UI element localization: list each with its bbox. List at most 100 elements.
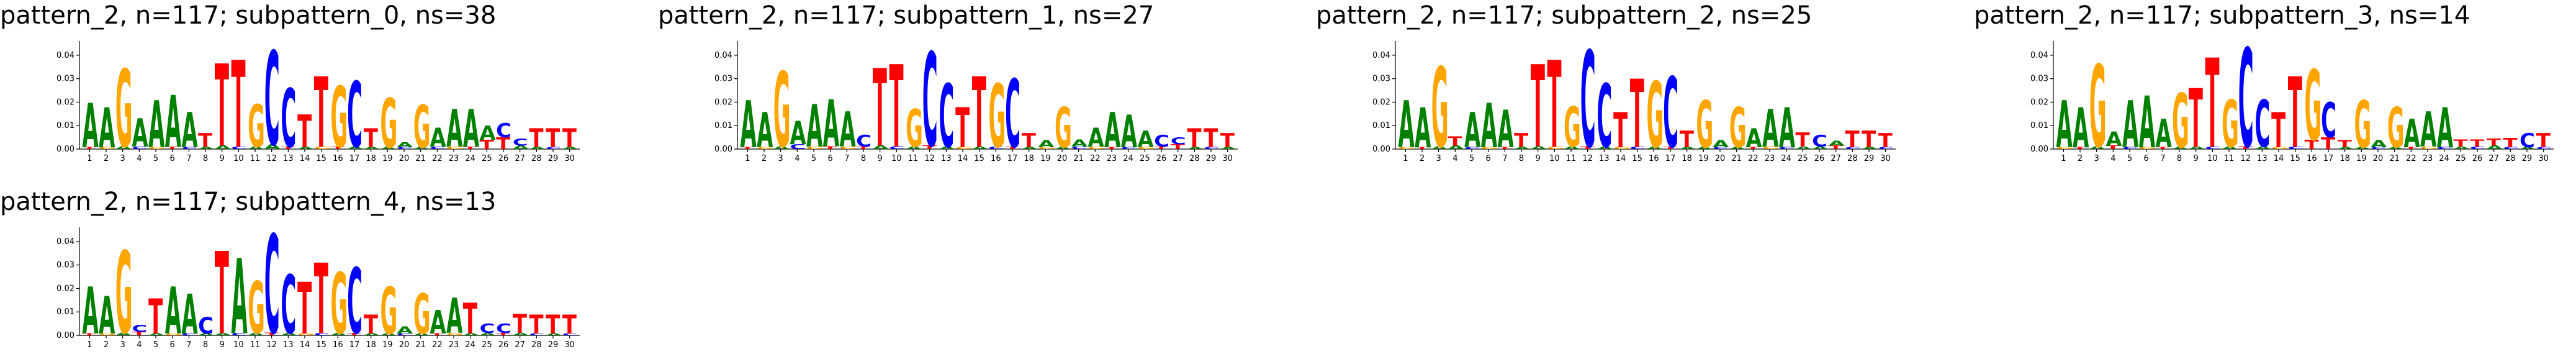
logo-letter-G: G bbox=[1647, 63, 1664, 168]
logo-letter-T: T bbox=[364, 310, 378, 340]
logo-letter-T: T bbox=[562, 124, 577, 153]
logo-panel-0: pattern_2, n=117; subpattern_0, ns=38 0.0… bbox=[0, 1, 580, 176]
x-tick-label: 17 bbox=[2323, 154, 2334, 163]
x-tick-label: 25 bbox=[1798, 154, 1808, 163]
logo-letter-G: G bbox=[1088, 146, 1106, 150]
logo-letter-G: G bbox=[2089, 42, 2107, 173]
x-tick-label: 3 bbox=[2094, 154, 2099, 163]
x-tick-label: 28 bbox=[2505, 154, 2516, 163]
x-tick-label: 9 bbox=[1536, 154, 1541, 163]
x-tick-label: 18 bbox=[2340, 154, 2350, 163]
logo-letter-C: C bbox=[1663, 58, 1678, 170]
logo-letter-G: G bbox=[99, 333, 116, 336]
logo-letter-T: T bbox=[2238, 145, 2253, 150]
logo-letter-C: C bbox=[1204, 147, 1219, 150]
logo-letter-G: G bbox=[2056, 147, 2074, 150]
logo-letter-A: A bbox=[381, 147, 397, 150]
x-tick-label: 11 bbox=[250, 340, 261, 350]
x-tick-label: 4 bbox=[1452, 154, 1457, 163]
x-tick-label: 26 bbox=[1814, 154, 1825, 163]
logo-letter-A: A bbox=[2156, 112, 2172, 157]
logo-letter-A: A bbox=[463, 333, 480, 336]
x-tick-label: 8 bbox=[203, 154, 208, 163]
logo-letter-T: T bbox=[1187, 124, 1202, 153]
x-tick-label: 3 bbox=[1436, 154, 1441, 163]
x-tick-label: 14 bbox=[300, 154, 310, 163]
x-tick-label: 11 bbox=[1566, 154, 1577, 163]
logo-letter-T: T bbox=[232, 37, 246, 175]
logo-letter-T: T bbox=[1415, 147, 1430, 150]
logo-letter-A: A bbox=[1812, 146, 1829, 150]
logo-letter-C: C bbox=[314, 332, 330, 336]
logo-letter-C: C bbox=[922, 27, 938, 176]
x-tick-label: 6 bbox=[2144, 154, 2149, 163]
x-tick-label: 2 bbox=[1420, 154, 1425, 163]
x-tick-label: 17 bbox=[349, 340, 360, 350]
logo-letter-T: T bbox=[1663, 146, 1678, 150]
panel-title: pattern_2, n=117; subpattern_0, ns=38 bbox=[0, 1, 496, 30]
logo-letter-A: A bbox=[331, 332, 348, 336]
logo-letter-T: T bbox=[1220, 129, 1235, 152]
x-tick-label: 29 bbox=[2522, 154, 2533, 163]
y-tick-label: 0.02 bbox=[56, 284, 74, 293]
logo-letter-T: T bbox=[1845, 127, 1860, 153]
x-tick-label: 28 bbox=[531, 154, 542, 163]
logo-letter-G: G bbox=[381, 85, 398, 164]
logo-letter-G: G bbox=[1696, 88, 1714, 163]
x-tick-label: 22 bbox=[2406, 154, 2416, 163]
logo-letter-G: G bbox=[955, 147, 973, 150]
logo-letter-A: A bbox=[1713, 138, 1729, 150]
logo-panel-2: pattern_2, n=117; subpattern_2, ns=25 0.0… bbox=[1316, 1, 1896, 178]
x-tick-label: 11 bbox=[2224, 154, 2235, 163]
logo-letter-T: T bbox=[132, 331, 146, 337]
logo-letter-T: T bbox=[1171, 143, 1185, 150]
logo-letter-C: C bbox=[1878, 147, 1894, 150]
logo-letter-A: A bbox=[430, 304, 446, 342]
logo-letter-T: T bbox=[2536, 129, 2551, 152]
x-tick-label: 21 bbox=[415, 340, 426, 350]
logo-letter-G: G bbox=[2222, 88, 2239, 163]
logo-letter-T: T bbox=[1104, 147, 1119, 150]
logo-letter-A: A bbox=[2354, 147, 2371, 150]
logo-letter-G: G bbox=[2420, 146, 2438, 150]
logo-letter-T: T bbox=[331, 146, 346, 150]
x-tick-label: 11 bbox=[250, 154, 261, 163]
logo-panel-3: pattern_2, n=117; subpattern_3, ns=14 0.0… bbox=[1974, 1, 2554, 178]
logo-letter-T: T bbox=[1531, 42, 1545, 173]
logo-letter-A: A bbox=[99, 286, 115, 346]
logo-letter-A: A bbox=[2487, 145, 2503, 150]
x-tick-label: 5 bbox=[153, 340, 158, 350]
logo-letter-G: G bbox=[1729, 96, 1747, 160]
logo-letter-C: C bbox=[264, 25, 280, 175]
logo-letter-C: C bbox=[132, 324, 148, 335]
x-tick-label: 16 bbox=[991, 154, 1001, 163]
logo-letter-A: A bbox=[1696, 147, 1713, 150]
panel-title: pattern_2, n=117; subpattern_1, ns=27 bbox=[658, 1, 1154, 30]
logo-letter-A: A bbox=[1779, 96, 1795, 160]
x-tick-label: 14 bbox=[2274, 154, 2284, 163]
logo-letter-G: G bbox=[757, 147, 774, 150]
logo-letter-A: A bbox=[480, 122, 496, 144]
logo-letter-A: A bbox=[1038, 138, 1055, 150]
logo-letter-C: C bbox=[232, 332, 247, 336]
x-tick-label: 20 bbox=[399, 154, 410, 163]
logo-letter-C: C bbox=[198, 313, 214, 339]
logo-letter-A: A bbox=[513, 332, 529, 336]
logo-letter-C: C bbox=[562, 333, 578, 336]
x-tick-label: 11 bbox=[908, 154, 919, 163]
x-tick-label: 9 bbox=[2194, 154, 2199, 163]
logo-letter-T: T bbox=[463, 146, 478, 150]
y-tick-label: 0.00 bbox=[56, 145, 74, 154]
logo-letter-A: A bbox=[381, 333, 397, 336]
logo-letter-A: A bbox=[165, 275, 181, 350]
y-tick-label: 0.04 bbox=[56, 51, 74, 60]
x-tick-label: 3 bbox=[120, 340, 125, 350]
x-tick-label: 27 bbox=[1831, 154, 1841, 163]
logo-letter-A: A bbox=[198, 147, 215, 150]
x-tick-label: 23 bbox=[1765, 154, 1775, 163]
logo-letter-C: C bbox=[1464, 147, 1480, 150]
logo-letter-C: C bbox=[430, 146, 446, 150]
x-tick-label: 16 bbox=[333, 340, 343, 350]
x-tick-label: 18 bbox=[1682, 154, 1692, 163]
logo-letter-A: A bbox=[1829, 140, 1845, 147]
